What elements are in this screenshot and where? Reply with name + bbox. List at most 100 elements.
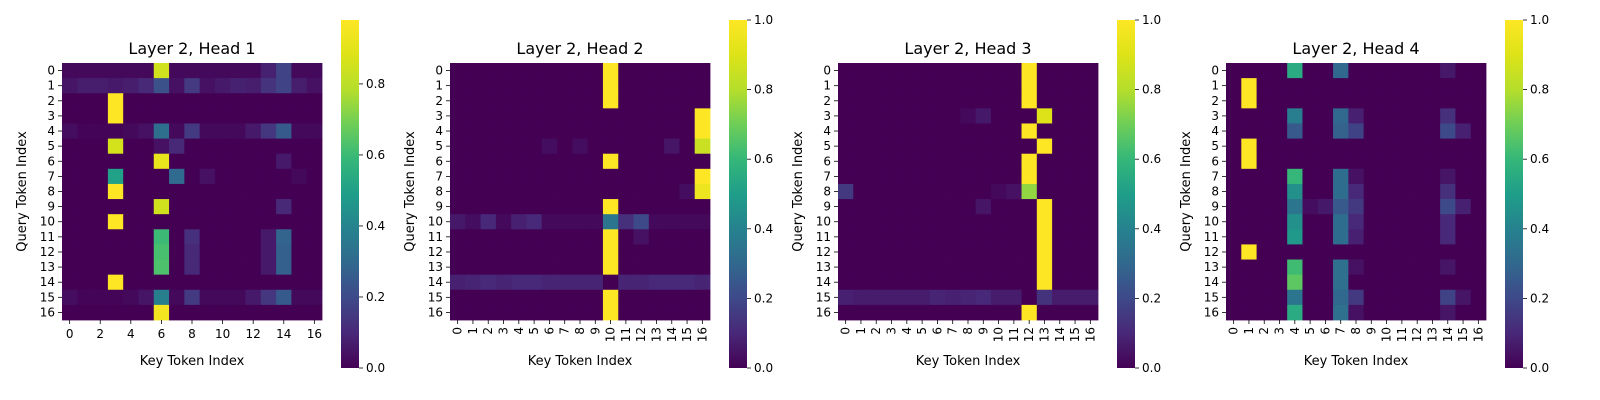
heatmap-cell [169,304,185,321]
heatmap-cell [541,63,558,79]
heatmap-cell [92,78,109,94]
heatmap-cell [1021,244,1038,260]
heatmap-cell [1287,183,1303,200]
heatmap-cell [1409,93,1426,109]
heatmap-cell [883,168,900,185]
heatmap-cell [929,183,946,200]
heatmap-cell [587,78,604,94]
heatmap-cell [291,123,308,139]
heatmap-cell [990,108,1007,124]
heatmap-cell [664,259,680,276]
heatmap-cell [62,123,78,139]
y-tick-label: 11 [40,230,55,244]
heatmap-cell [511,153,527,170]
heatmap-cell [1287,259,1303,276]
heatmap-cell [960,168,977,185]
heatmap-cell [199,108,216,124]
heatmap-cell [123,168,139,185]
heatmap-cell [526,168,543,185]
heatmap-cell [511,183,527,200]
heatmap-cell [306,63,323,79]
heatmap-cell [1333,108,1349,124]
heatmap-cell [602,153,619,170]
colorbar-gradient [1505,20,1523,368]
heatmap-cell [1256,244,1273,260]
heatmap-cell [1470,78,1487,94]
heatmap-cell [557,199,573,215]
heatmap-cell [960,153,977,170]
heatmap-cell [511,199,527,215]
heatmap-cell [450,183,466,200]
heatmap-cell [914,168,931,185]
heatmap-cell [679,289,696,306]
x-tick-label: 11 [1395,327,1409,342]
heatmap-cell [1082,138,1099,155]
heatmap-cell [306,229,323,245]
heatmap-cell [1317,214,1334,230]
heatmap-cell [1021,274,1038,291]
heatmap-cell [853,183,869,200]
heatmap-cell [975,289,992,306]
heatmap-cell [664,274,680,291]
y-tick-label: 12 [1204,245,1219,259]
heatmap-cell [694,199,711,215]
heatmap-cell [1256,153,1273,170]
x-tick-label: 0 [839,327,853,335]
heatmap-cell [169,244,185,260]
heatmap-cell [868,183,885,200]
heatmap-cell [153,274,170,291]
heatmap-cell [526,78,543,94]
heatmap-cell [153,138,170,155]
heatmap-cell [1394,168,1410,185]
heatmap-cell [975,274,992,291]
heatmap-cell [1226,93,1242,109]
heatmap-cell [1440,244,1456,260]
heatmap-cell [572,229,589,245]
heatmap-cell [1067,123,1084,139]
heatmap-cell [618,229,634,245]
x-axis-label: Key Token Index [916,354,1021,369]
heatmap-cell [230,229,246,245]
colorbar-gradient [341,20,359,368]
heatmap-cell [1455,123,1472,139]
heatmap-cell [1333,93,1349,109]
heatmap-cell [1256,123,1273,139]
heatmap-cell [306,289,323,306]
heatmap-cell [929,289,946,306]
heatmap-cell [465,183,481,200]
heatmap-cell [306,78,323,94]
heatmap-cell [230,138,246,155]
heatmap-cell [276,259,292,276]
heatmap-cell [664,108,680,124]
heatmap-cell [1394,153,1410,170]
heatmap-cell [602,63,619,79]
heatmap-cell [929,138,946,155]
heatmap-cell [914,138,931,155]
heatmap-cell [883,259,900,276]
y-tick-label: 11 [1204,230,1219,244]
heatmap-cell [1052,214,1068,230]
heatmap-cell [107,244,124,260]
heatmap-cell [960,63,977,79]
heatmap-cell [1455,214,1472,230]
heatmap-cell [1006,78,1022,94]
heatmap-cell [602,183,619,200]
heatmap-cell [1036,304,1053,321]
heatmap-cell [1378,138,1395,155]
heatmap-cell [92,229,109,245]
heatmap-cell [618,183,634,200]
heatmap-cell [899,274,915,291]
heatmap-cell [276,304,292,321]
heatmap-cell [633,229,650,245]
heatmap-cell [883,274,900,291]
heatmap-cell [1006,274,1022,291]
heatmap-cell [77,138,93,155]
heatmap-cell [1052,108,1068,124]
heatmap-cell [990,259,1007,276]
heatmap-cell [945,214,961,230]
heatmap-cell [1021,123,1038,139]
x-tick-label: 10 [1380,327,1394,342]
heatmap-cell [1036,123,1053,139]
heatmap-cell [1363,274,1380,291]
heatmap-cell [184,153,201,170]
